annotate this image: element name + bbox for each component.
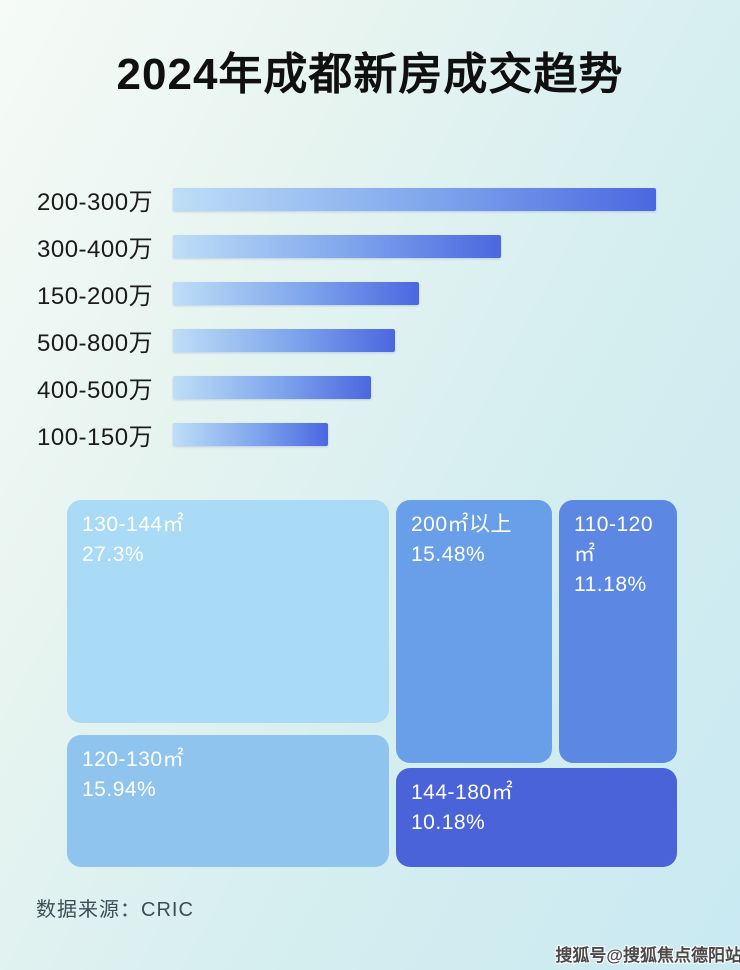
bar-track — [173, 188, 656, 211]
page-title: 2024年成都新房成交趋势 — [116, 50, 624, 99]
bar-row: 200-300万 — [37, 176, 697, 223]
treemap-cell-percent: 27.3% — [82, 542, 145, 566]
bar — [173, 235, 502, 258]
price-range-bar-chart: 200-300万 300-400万 150-200万 500-800万 400-… — [37, 176, 697, 458]
bar-track — [173, 423, 656, 446]
treemap-cell-label: 200㎡以上 — [411, 513, 513, 536]
treemap-cell-120-130: 120-130㎡ 15.94% — [67, 735, 389, 867]
bar-row: 500-800万 — [37, 317, 697, 364]
treemap-cell-label: 120-130㎡ — [82, 748, 185, 771]
bar — [173, 423, 328, 446]
treemap-cell-200-plus: 200㎡以上 15.48% — [396, 500, 552, 763]
bar-label: 500-800万 — [37, 330, 154, 357]
bar — [173, 188, 656, 211]
bar-label: 150-200万 — [37, 283, 154, 310]
treemap-cell-label: 110-120㎡ — [574, 513, 654, 566]
bar — [173, 282, 420, 305]
bar-label: 200-300万 — [37, 189, 154, 216]
bar-track — [173, 376, 656, 399]
watermark: 搜狐号@搜狐焦点德阳站 — [555, 946, 740, 965]
treemap-cell-label: 130-144㎡ — [82, 513, 185, 536]
bar-label: 100-150万 — [37, 424, 154, 451]
treemap-cell-percent: 10.18% — [411, 810, 486, 834]
bar — [173, 329, 396, 352]
treemap-cell-label: 144-180㎡ — [411, 781, 514, 804]
bar-row: 100-150万 — [37, 411, 697, 458]
bar-track — [173, 235, 656, 258]
bar-row: 150-200万 — [37, 270, 697, 317]
bar-label: 300-400万 — [37, 236, 154, 263]
treemap-cell-110-120: 110-120㎡ 11.18% — [559, 500, 677, 763]
treemap-cell-130-144: 130-144㎡ 27.3% — [67, 500, 389, 723]
area-size-treemap: 130-144㎡ 27.3% 120-130㎡ 15.94% 200㎡以上 15… — [67, 500, 677, 868]
treemap-cell-percent: 15.94% — [82, 777, 157, 801]
bar-track — [173, 329, 656, 352]
bar-track — [173, 282, 656, 305]
treemap-cell-percent: 15.48% — [411, 542, 486, 566]
treemap-cell-percent: 11.18% — [574, 572, 647, 596]
bar-row: 400-500万 — [37, 364, 697, 411]
bar — [173, 376, 372, 399]
bar-row: 300-400万 — [37, 223, 697, 270]
bar-label: 400-500万 — [37, 377, 154, 404]
data-source-label: 数据来源：CRIC — [36, 899, 194, 921]
treemap-cell-144-180: 144-180㎡ 10.18% — [396, 768, 677, 867]
